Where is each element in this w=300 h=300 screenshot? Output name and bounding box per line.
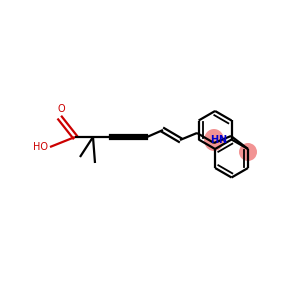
Ellipse shape: [204, 129, 224, 151]
Text: H: H: [210, 135, 218, 145]
Text: HO: HO: [33, 142, 48, 152]
Text: N: N: [218, 135, 226, 145]
Text: O: O: [57, 104, 65, 114]
Ellipse shape: [239, 143, 257, 161]
